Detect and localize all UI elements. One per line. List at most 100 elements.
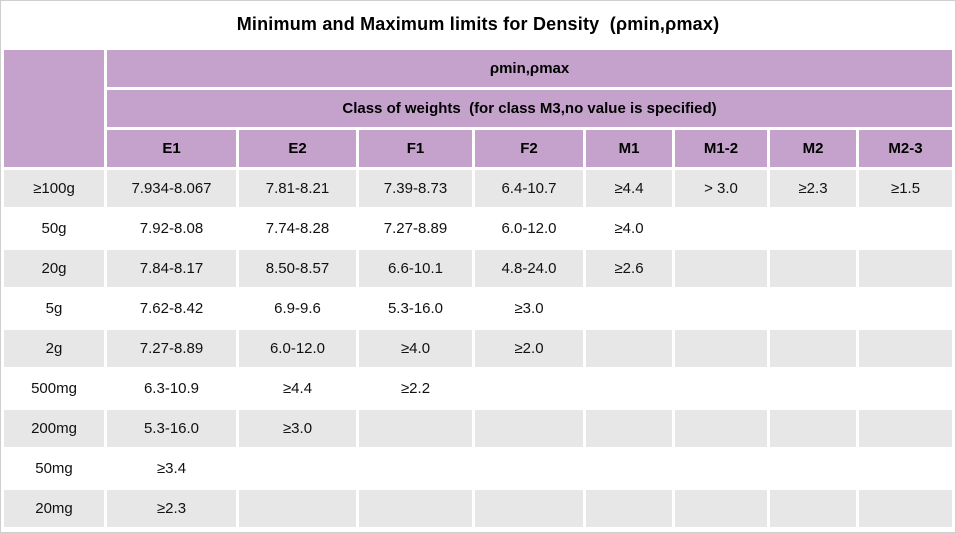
value-cell — [859, 450, 953, 487]
value-cell — [770, 330, 856, 367]
value-cell — [675, 210, 767, 247]
table-row: 20mg ≥2.3 — [4, 490, 953, 527]
value-cell — [770, 210, 856, 247]
column-header: E1 — [107, 130, 236, 167]
value-cell: 6.6-10.1 — [359, 250, 472, 287]
sub-header-row: Class of weights (for class M3,no value … — [4, 90, 953, 127]
value-cell: 6.3-10.9 — [107, 370, 236, 407]
density-limits-table: ρmin,ρmax Class of weights (for class M3… — [1, 47, 955, 530]
value-cell — [475, 410, 583, 447]
value-cell — [859, 330, 953, 367]
sub-header: Class of weights (for class M3,no value … — [107, 90, 953, 127]
value-cell: ≥2.3 — [770, 170, 856, 207]
value-cell — [770, 370, 856, 407]
value-cell — [675, 290, 767, 327]
value-cell — [586, 490, 672, 527]
value-cell: ≥4.0 — [586, 210, 672, 247]
row-label: 2g — [4, 330, 104, 367]
column-header: M1-2 — [675, 130, 767, 167]
value-cell: ≥1.5 — [859, 170, 953, 207]
value-cell: 7.934-8.067 — [107, 170, 236, 207]
value-cell — [586, 410, 672, 447]
value-cell — [359, 410, 472, 447]
table-row: 50g 7.92-8.08 7.74-8.28 7.27-8.89 6.0-12.0 ≥4… — [4, 210, 953, 247]
row-label: 5g — [4, 290, 104, 327]
table-row: 5g 7.62-8.42 6.9-9.6 5.3-16.0 ≥3.0 — [4, 290, 953, 327]
value-cell — [675, 450, 767, 487]
value-cell: ≥3.0 — [239, 410, 356, 447]
column-header: M1 — [586, 130, 672, 167]
table-row: 200mg 5.3-16.0 ≥3.0 — [4, 410, 953, 447]
value-cell: 5.3-16.0 — [107, 410, 236, 447]
value-cell: 4.8-24.0 — [475, 250, 583, 287]
value-cell: > 3.0 — [675, 170, 767, 207]
value-cell — [859, 250, 953, 287]
value-cell: 6.0-12.0 — [239, 330, 356, 367]
value-cell: ≥2.0 — [475, 330, 583, 367]
value-cell — [675, 370, 767, 407]
value-cell — [770, 410, 856, 447]
column-header: E2 — [239, 130, 356, 167]
value-cell — [770, 290, 856, 327]
value-cell — [770, 450, 856, 487]
value-cell: 7.92-8.08 — [107, 210, 236, 247]
table-row: 20g 7.84-8.17 8.50-8.57 6.6-10.1 4.8-24.0 ≥2.… — [4, 250, 953, 287]
value-cell: 6.4-10.7 — [475, 170, 583, 207]
row-label: 50g — [4, 210, 104, 247]
table-row: 500mg 6.3-10.9 ≥4.4 ≥2.2 — [4, 370, 953, 407]
value-cell — [239, 490, 356, 527]
corner-cell — [4, 50, 104, 167]
value-cell — [675, 250, 767, 287]
table-row: ≥100g 7.934-8.067 7.81-8.21 7.39-8.73 6.4-10… — [4, 170, 953, 207]
group-header: ρmin,ρmax — [107, 50, 953, 87]
value-cell — [586, 450, 672, 487]
table-row: 50mg ≥3.4 — [4, 450, 953, 487]
row-label: ≥100g — [4, 170, 104, 207]
table-row: 2g 7.27-8.89 6.0-12.0 ≥4.0 ≥2.0 — [4, 330, 953, 367]
value-cell: 7.84-8.17 — [107, 250, 236, 287]
column-header: M2 — [770, 130, 856, 167]
value-cell: ≥2.6 — [586, 250, 672, 287]
value-cell — [475, 450, 583, 487]
value-cell — [675, 410, 767, 447]
value-cell — [770, 490, 856, 527]
value-cell — [675, 330, 767, 367]
column-header: F1 — [359, 130, 472, 167]
row-label: 200mg — [4, 410, 104, 447]
column-header: M2-3 — [859, 130, 953, 167]
value-cell: ≥4.4 — [586, 170, 672, 207]
value-cell: 7.27-8.89 — [107, 330, 236, 367]
group-header-row: ρmin,ρmax — [4, 50, 953, 167]
value-cell — [859, 490, 953, 527]
row-label: 500mg — [4, 370, 104, 407]
value-cell — [359, 490, 472, 527]
value-cell: 7.39-8.73 — [359, 170, 472, 207]
value-cell: 7.74-8.28 — [239, 210, 356, 247]
column-header-row: E1 E2 F1 F2 M1 M1-2 M2 M2-3 — [4, 130, 953, 167]
value-cell — [859, 290, 953, 327]
page-title: Minimum and Maximum limits for Density (… — [236, 13, 720, 34]
value-cell: 6.9-9.6 — [239, 290, 356, 327]
value-cell — [675, 490, 767, 527]
value-cell: 8.50-8.57 — [239, 250, 356, 287]
value-cell — [586, 330, 672, 367]
value-cell: ≥4.0 — [359, 330, 472, 367]
value-cell: 7.81-8.21 — [239, 170, 356, 207]
value-cell: 5.3-16.0 — [359, 290, 472, 327]
value-cell: 6.0-12.0 — [475, 210, 583, 247]
value-cell — [770, 250, 856, 287]
value-cell: ≥4.4 — [239, 370, 356, 407]
value-cell — [859, 370, 953, 407]
value-cell: ≥3.4 — [107, 450, 236, 487]
value-cell — [475, 370, 583, 407]
row-label: 50mg — [4, 450, 104, 487]
value-cell — [859, 410, 953, 447]
value-cell — [586, 370, 672, 407]
row-label: 20mg — [4, 490, 104, 527]
value-cell: ≥2.2 — [359, 370, 472, 407]
column-header: F2 — [475, 130, 583, 167]
value-cell — [359, 450, 472, 487]
value-cell — [586, 290, 672, 327]
value-cell — [859, 210, 953, 247]
